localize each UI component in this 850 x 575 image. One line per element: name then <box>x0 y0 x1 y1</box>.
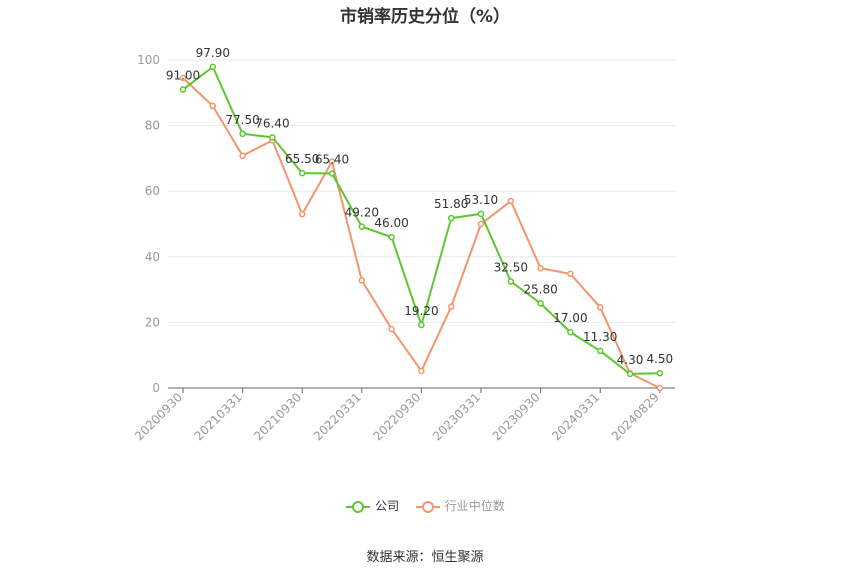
data-point-company <box>567 328 574 336</box>
data-label-company: 4.50 <box>646 352 673 366</box>
data-point-company <box>418 321 425 329</box>
data-label-company: 11.30 <box>583 330 617 344</box>
data-point-company <box>358 223 366 230</box>
legend-label-company: 公司 <box>375 499 400 513</box>
legend: 公司 行业中位数 <box>0 497 850 514</box>
data-label-company: 77.50 <box>225 113 259 127</box>
data-label-company: 49.20 <box>345 206 379 220</box>
data-point-company <box>209 63 217 71</box>
y-tick-label: 0 <box>152 381 160 395</box>
data-point-industry-median <box>596 304 604 311</box>
y-tick-label: 40 <box>145 250 160 264</box>
series-lines <box>179 63 664 392</box>
x-tick-label: 20220930 <box>370 390 423 443</box>
x-tick-label: 20230930 <box>490 390 543 443</box>
data-point-industry-median <box>239 152 246 160</box>
data-point-company <box>179 86 187 93</box>
data-point-industry-median <box>358 277 366 284</box>
data-point-industry-median <box>209 102 217 110</box>
data-point-industry-median <box>567 270 574 278</box>
data-point-company <box>656 369 664 377</box>
x-tick-label: 20210930 <box>251 390 304 443</box>
data-point-industry-median <box>298 210 306 218</box>
y-tick-label: 100 <box>137 53 160 67</box>
data-label-company: 51.80 <box>434 197 468 211</box>
data-label-company: 32.50 <box>494 260 528 274</box>
data-label-company: 17.00 <box>553 311 587 325</box>
x-tick-label: 20200930 <box>132 390 185 443</box>
data-point-industry-median <box>507 197 515 205</box>
data-point-company <box>477 210 485 218</box>
data-label-company: 65.50 <box>285 152 319 166</box>
data-label-company: 53.10 <box>464 193 498 207</box>
data-point-industry-median <box>388 325 395 333</box>
legend-company-marker-icon <box>346 500 371 513</box>
x-tick-label: 20230331 <box>430 390 483 443</box>
x-tick-label: 20240829 <box>609 390 662 443</box>
data-point-industry-median <box>418 367 425 375</box>
chart-title: 市销率历史分位（%） <box>339 7 511 27</box>
data-label-company: 4.30 <box>617 353 644 367</box>
data-point-industry-median <box>328 158 336 165</box>
data-point-company <box>269 134 276 141</box>
data-label-company: 65.40 <box>315 152 349 166</box>
data-label-company: 76.40 <box>255 116 289 130</box>
legend-label-industry-median: 行业中位数 <box>444 499 505 513</box>
data-point-company <box>328 170 336 177</box>
data-point-company <box>298 169 306 177</box>
y-tick-label: 60 <box>145 184 160 198</box>
data-label-company: 46.00 <box>374 216 408 230</box>
data-label-company: 25.80 <box>523 282 557 296</box>
data-label-company: 19.20 <box>404 304 438 318</box>
source-note: 数据来源：恒生聚源 <box>366 550 484 565</box>
legend-item-industry-median[interactable]: 行业中位数 <box>415 497 505 514</box>
data-point-industry-median <box>537 265 544 272</box>
data-point-company <box>507 278 515 285</box>
legend-industry-marker-icon <box>415 500 440 513</box>
data-point-industry-median <box>179 74 187 82</box>
data-point-industry-median <box>477 220 485 228</box>
data-point-company <box>239 130 246 138</box>
x-tick-label: 20210331 <box>192 390 245 443</box>
data-label-company: 97.90 <box>196 46 230 60</box>
y-tick-label: 80 <box>145 119 160 133</box>
data-label-company: 91.00 <box>166 69 200 83</box>
data-point-company <box>388 233 395 241</box>
data-point-industry-median <box>656 384 664 392</box>
data-point-company <box>537 300 544 307</box>
x-tick-label: 20240331 <box>549 390 602 443</box>
data-point-company <box>596 347 604 355</box>
data-point-industry-median <box>447 303 455 310</box>
grid-lines <box>168 59 675 323</box>
x-tick-label: 20220331 <box>311 390 364 443</box>
data-point-company <box>626 370 634 378</box>
legend-item-company[interactable]: 公司 <box>345 497 399 514</box>
y-tick-label: 20 <box>145 315 160 329</box>
data-point-company <box>447 214 455 222</box>
